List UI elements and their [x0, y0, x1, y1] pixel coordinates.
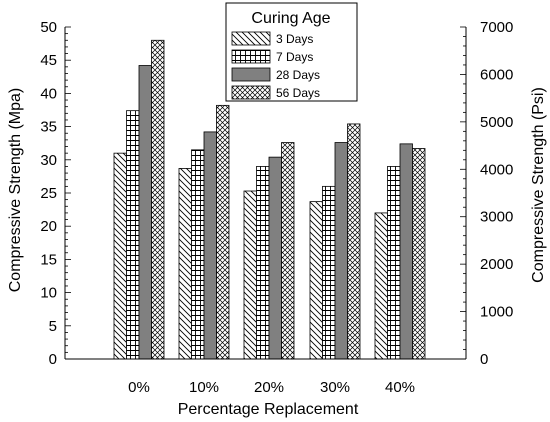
bar-7-days-20pct [256, 166, 270, 360]
bar-3-days-30pct [309, 201, 323, 360]
bar-56-days-40pct [412, 148, 426, 360]
bar-28-days-10pct [203, 131, 217, 360]
x-tick-label: 10% [189, 379, 219, 396]
bar-3-days-20pct [243, 190, 257, 360]
bar-28-days-20pct [268, 156, 282, 360]
legend: Curing Age 3 Days 7 Days 28 Days 56 Days [225, 2, 358, 102]
right-tick-label: 0 [480, 351, 488, 368]
right-y-axis: 0 1000 2000 3000 4000 5000 6000 7000 [460, 19, 513, 368]
left-tick-label: 0 [49, 351, 57, 368]
left-tick-label: 10 [40, 285, 57, 302]
x-axis: 0% 10% 20% 30% 40% [65, 358, 466, 396]
right-tick-label: 1000 [480, 304, 513, 321]
bar-7-days-10pct [191, 149, 205, 360]
right-tick-label: 7000 [480, 19, 513, 36]
bar-56-days-10pct [216, 104, 230, 360]
bar-56-days-0pct [151, 39, 165, 360]
bar-56-days-30pct [347, 123, 361, 360]
left-tick-label: 45 [40, 52, 57, 69]
bar-28-days-40pct [399, 143, 413, 360]
right-tick-label: 6000 [480, 66, 513, 83]
left-tick-label: 5 [49, 318, 57, 335]
bar-3-days-0pct [113, 152, 127, 360]
left-tick-label: 40 [40, 85, 57, 102]
bar-28-days-30pct [334, 142, 348, 360]
x-tick-label: 40% [385, 379, 415, 396]
left-y-axis: 0 5 10 15 20 25 30 35 40 45 50 [40, 19, 71, 368]
x-axis-title: Percentage Replacement [178, 401, 359, 418]
legend-swatch-28-days [231, 67, 271, 82]
x-tick-label: 0% [128, 379, 150, 396]
left-tick-label: 25 [40, 185, 57, 202]
right-tick-label: 4000 [480, 161, 513, 178]
bar-3-days-10pct [178, 168, 192, 360]
legend-label: 3 Days [276, 32, 313, 46]
right-tick-label: 2000 [480, 256, 513, 273]
right-tick-label: 5000 [480, 114, 513, 131]
left-tick-label: 20 [40, 218, 57, 235]
y-axis-title: Compressive Strength (Mpa) [7, 88, 24, 293]
left-tick-label: 15 [40, 251, 57, 268]
left-tick-label: 50 [40, 19, 57, 36]
bar-56-days-20pct [281, 142, 295, 360]
left-tick-label: 30 [40, 152, 57, 169]
left-tick-label: 35 [40, 119, 57, 136]
y2-axis-title: Compressive Strength (Psi) [530, 87, 547, 283]
bar-3-days-40pct [374, 212, 388, 360]
x-tick-label: 30% [320, 379, 350, 396]
bar-7-days-0pct [126, 110, 140, 360]
bar-7-days-30pct [322, 185, 336, 360]
legend-title: Curing Age [251, 10, 330, 27]
x-tick-label: 20% [254, 379, 284, 396]
legend-label: 56 Days [276, 86, 320, 100]
legend-swatch-7-days [231, 49, 271, 64]
bars-group [113, 39, 426, 360]
bar-28-days-0pct [138, 65, 152, 360]
bar-7-days-40pct [387, 166, 401, 360]
legend-swatch-3-days [231, 31, 271, 46]
legend-label: 7 Days [276, 50, 313, 64]
right-tick-label: 3000 [480, 209, 513, 226]
legend-swatch-56-days [231, 85, 271, 100]
legend-label: 28 Days [276, 68, 320, 82]
